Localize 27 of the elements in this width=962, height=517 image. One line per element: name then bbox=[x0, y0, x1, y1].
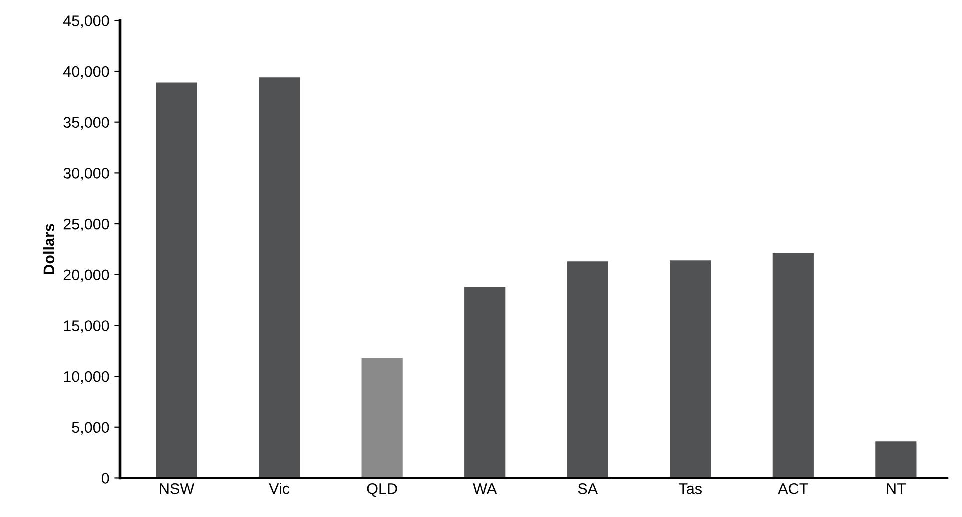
y-tick-label: 5,000 bbox=[72, 422, 110, 435]
y-tick-label: 15,000 bbox=[64, 320, 110, 334]
bar bbox=[258, 78, 300, 478]
y-tick-label: 20,000 bbox=[64, 270, 110, 282]
y-tick-label: 30,000 bbox=[64, 168, 110, 181]
x-tick-label: QLD bbox=[367, 483, 398, 498]
y-tick-label: 10,000 bbox=[64, 371, 110, 384]
bar bbox=[567, 262, 608, 478]
bar bbox=[772, 254, 814, 478]
y-tick-label: 0 bbox=[102, 473, 110, 484]
x-tick-label: NSW bbox=[160, 483, 195, 494]
y-tick-label: 35,000 bbox=[64, 117, 110, 130]
x-tick-label: ACT bbox=[778, 483, 808, 494]
y-tick-label: 40,000 bbox=[63, 66, 110, 80]
x-tick-label: SA bbox=[578, 483, 598, 494]
bar bbox=[362, 358, 403, 478]
x-tick-label: Vic bbox=[269, 483, 290, 494]
bar bbox=[464, 287, 506, 478]
x-tick-label: NT bbox=[887, 484, 906, 494]
y-tick-label: 45,000 bbox=[63, 16, 110, 28]
x-tick-label: Tas bbox=[679, 484, 702, 494]
y-tick-label: 25,000 bbox=[64, 218, 110, 232]
bar bbox=[876, 442, 917, 478]
bar bbox=[156, 82, 198, 478]
bar bbox=[670, 260, 712, 478]
x-tick-label: WA bbox=[473, 484, 498, 494]
y-axis-title: Dollars bbox=[43, 224, 55, 274]
